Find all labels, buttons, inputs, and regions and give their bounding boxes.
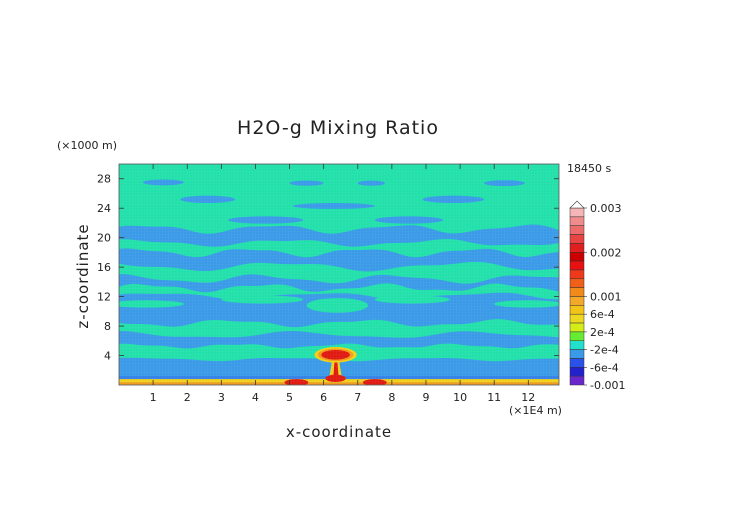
y-tick-label: 16 — [97, 261, 111, 274]
colorbar-swatch — [569, 313, 585, 324]
colorbar-swatch — [569, 243, 585, 253]
y-tick-label: 24 — [97, 202, 111, 215]
y-tick-label: 12 — [97, 291, 111, 304]
colorbar-label: 0.001 — [590, 291, 622, 304]
colorbar-swatch — [569, 225, 585, 235]
y-tick-label: 20 — [97, 232, 111, 245]
x-tick-label: 8 — [388, 391, 395, 404]
x-tick-label: 3 — [218, 391, 225, 404]
x-axis-title: x-coordinate — [286, 423, 392, 441]
x-tick-label: 12 — [521, 391, 535, 404]
colorbar-swatch — [569, 216, 585, 226]
colorbar-swatch — [569, 340, 585, 350]
x-tick-label: 1 — [150, 391, 157, 404]
colorbar-swatch — [569, 367, 585, 377]
colorbar-swatch — [569, 234, 585, 244]
y-axis-title: z-coordinate — [74, 223, 92, 328]
colorbar-label: -2e-4 — [590, 344, 619, 357]
upper-blue-patch-6 — [292, 203, 375, 209]
x-tick-label: 7 — [354, 391, 361, 404]
lens-right — [374, 295, 450, 304]
y-axis-ticks: 4 8 12 16 20 24 28 — [97, 173, 559, 363]
upper-blue-patch-3 — [483, 180, 525, 187]
upper-blue-patch-0 — [142, 179, 184, 186]
colorbar-swatch — [569, 331, 585, 341]
lens-center — [306, 298, 368, 313]
colorbar-label: 0.003 — [590, 202, 622, 215]
upper-blue-patch-7 — [228, 216, 304, 224]
x-unit-label: (×1E4 m) — [509, 404, 562, 417]
plume-base — [325, 374, 346, 383]
colorbar-swatch — [569, 358, 585, 368]
y-tick-label: 4 — [104, 350, 111, 363]
x-tick-label: 11 — [487, 391, 501, 404]
y-unit-label: (×1000 m) — [57, 139, 117, 152]
x-tick-label: 5 — [286, 391, 293, 404]
colorbar-swatch — [569, 375, 585, 386]
x-tick-label: 6 — [320, 391, 327, 404]
x-tick-label: 4 — [252, 391, 259, 404]
plume-anvil-core — [321, 350, 350, 360]
colorbar-swatch — [569, 305, 585, 315]
colorbar-swatch — [569, 349, 585, 359]
lens-far-left — [119, 300, 184, 308]
x-axis-ticks: 1 2 3 4 5 6 7 8 9 10 11 12 — [150, 164, 535, 404]
colorbar-label: -6e-4 — [590, 361, 619, 374]
colorbar-swatch — [569, 322, 585, 333]
colorbar-top-arrow — [569, 200, 585, 209]
y-tick-label: 8 — [104, 320, 111, 333]
plot-frame — [118, 163, 560, 386]
colorbar-swatch — [569, 296, 585, 306]
colorbar: 0.003 0.002 0.001 6e-4 2e-4 -2e-4 -6e-4 -0.001 — [569, 200, 625, 392]
colorbar-label: 6e-4 — [590, 308, 615, 321]
colorbar-swatch — [569, 269, 585, 280]
colorbar-swatch — [569, 207, 585, 218]
upper-blue-patch-5 — [422, 195, 484, 204]
contour-field — [119, 164, 559, 385]
y-tick-label: 28 — [97, 173, 111, 186]
lens-left — [221, 295, 304, 304]
upper-green-layer — [119, 164, 559, 234]
colorbar-swatch — [569, 252, 585, 262]
x-tick-label: 2 — [184, 391, 191, 404]
colorbar-swatch — [569, 260, 585, 271]
colorbar-swatch — [569, 287, 585, 297]
colorbar-swatch — [569, 278, 585, 288]
upper-blue-patch-4 — [180, 195, 235, 204]
upper-blue-patch-8 — [374, 216, 444, 224]
x-tick-label: 9 — [422, 391, 429, 404]
upper-blue-patch-1 — [289, 180, 324, 186]
colorbar-label: 0.002 — [590, 246, 622, 259]
colorbar-label: 2e-4 — [590, 326, 615, 339]
colorbar-label: -0.001 — [590, 379, 625, 392]
chart-title: H2O-g Mixing Ratio — [237, 117, 439, 139]
time-label: 18450 s — [567, 162, 611, 175]
upper-blue-patch-2 — [357, 180, 386, 186]
lens-far-right — [494, 300, 559, 308]
x-tick-label: 10 — [453, 391, 467, 404]
